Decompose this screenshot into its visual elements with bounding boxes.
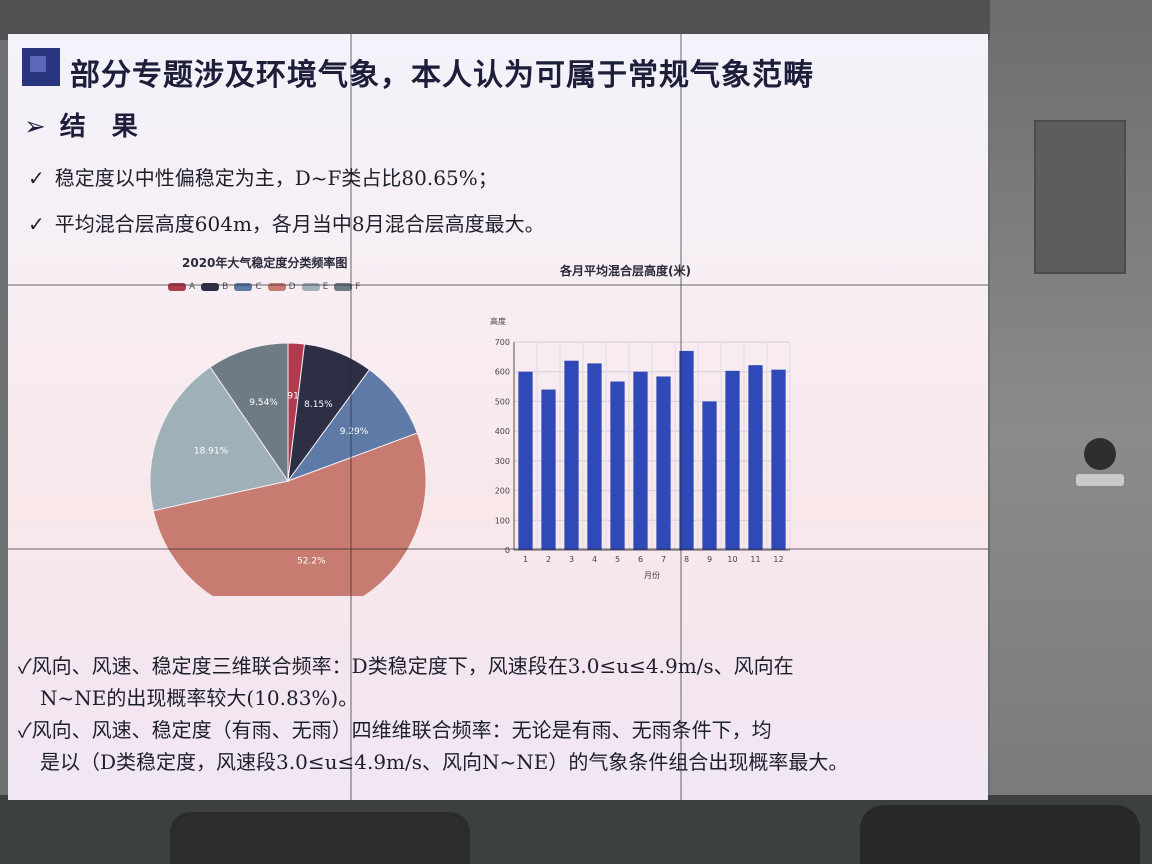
bar	[702, 401, 716, 550]
x-tick-label: 4	[592, 555, 597, 564]
bullet-item: ✓ 稳定度以中性偏稳定为主，D~F类占比80.65%；	[28, 162, 498, 191]
pie-slice-label: 52.2%	[297, 556, 326, 566]
x-tick-label: 8	[684, 555, 689, 564]
bottom-bullet-line: 是以（D类稳定度，风速段3.0≤u≤4.9m/s、风向N~NE）的气象条件组合出…	[40, 750, 848, 774]
x-tick-label: 5	[615, 555, 620, 564]
y-tick-label: 700	[495, 338, 510, 347]
x-tick-label: 7	[661, 555, 666, 564]
bar	[518, 372, 532, 550]
bar	[633, 372, 647, 550]
bottom-bullet: ✓风向、风速、稳定度（有雨、无雨）四维维联合频率：无论是有雨、无雨条件下，均 是…	[18, 714, 848, 778]
pie-slice-label: 8.15%	[304, 400, 333, 410]
section-heading: ➢ 结 果	[24, 106, 138, 143]
check-icon: ✓	[18, 718, 32, 742]
bullet-text: 稳定度以中性偏稳定为主，D~F类占比80.65%；	[55, 166, 498, 190]
bar	[656, 376, 670, 550]
bar	[564, 361, 578, 550]
x-tick-label: 9	[707, 555, 712, 564]
slide-title: 部分专题涉及环境气象，本人认为可属于常规气象范畴	[70, 50, 814, 94]
check-icon: ✓	[28, 212, 45, 236]
x-tick-label: 11	[750, 555, 760, 564]
arrow-bullet-icon: ➢	[24, 112, 46, 142]
screen-seam	[680, 34, 682, 800]
y-tick-label: 300	[495, 457, 510, 466]
bar-chart-title: 各月平均混合层高度(米)	[560, 262, 691, 279]
bottom-bullet-line: 风向、风速、稳定度（有雨、无雨）四维维联合频率：无论是有雨、无雨条件下，均	[32, 718, 772, 742]
x-tick-label: 10	[727, 555, 737, 564]
logo-square-icon	[22, 48, 60, 86]
x-tick-label: 1	[523, 555, 528, 564]
bullet-text: 平均混合层高度604m，各月当中8月混合层高度最大。	[55, 212, 545, 236]
y-tick-label: 100	[495, 516, 510, 525]
pie-slice-label: 9.29%	[340, 427, 369, 437]
projection-screen: 部分专题涉及环境气象，本人认为可属于常规气象范畴 ➢ 结 果 ✓ 稳定度以中性偏稳定…	[8, 34, 988, 800]
bar	[610, 382, 624, 550]
y-tick-label: 500	[495, 397, 510, 406]
screen-seam	[350, 34, 352, 800]
pie-slice-label: 9.54%	[249, 398, 278, 408]
bullet-item: ✓ 平均混合层高度604m，各月当中8月混合层高度最大。	[28, 208, 545, 237]
bottom-bullet-line: N~NE的出现概率较大(10.83%)。	[40, 686, 358, 710]
bar	[725, 371, 739, 550]
check-icon: ✓	[18, 654, 32, 678]
section-label: 结 果	[60, 112, 138, 142]
chair	[860, 805, 1140, 864]
x-tick-label: 2	[546, 555, 551, 564]
check-icon: ✓	[28, 166, 45, 190]
y-tick-label: 600	[495, 368, 510, 377]
bar	[771, 370, 785, 550]
wall-vent	[1034, 120, 1126, 274]
y-tick-label: 200	[495, 487, 510, 496]
y-axis-label: 高度	[490, 316, 506, 326]
screen-seam	[8, 548, 988, 550]
pie-slice-label: 18.91%	[194, 446, 229, 456]
bar	[541, 390, 555, 550]
x-tick-label: 6	[638, 555, 643, 564]
x-tick-label: 3	[569, 555, 574, 564]
y-tick-label: 400	[495, 427, 510, 436]
pie-chart-title: 2020年大气稳定度分类频率图	[182, 254, 347, 271]
x-tick-label: 12	[773, 555, 783, 564]
bar	[587, 363, 601, 550]
camera-icon	[1074, 430, 1126, 492]
screen-seam	[8, 284, 988, 286]
pie-chart: 1.91%8.15%9.29%52.2%18.91%9.54%	[138, 296, 438, 596]
bottom-bullet: ✓风向、风速、稳定度三维联合频率：D类稳定度下，风速段在3.0≤u≤4.9m/s…	[18, 650, 794, 714]
bar	[748, 365, 762, 550]
chair	[170, 812, 470, 864]
x-axis-label: 月份	[644, 570, 660, 580]
